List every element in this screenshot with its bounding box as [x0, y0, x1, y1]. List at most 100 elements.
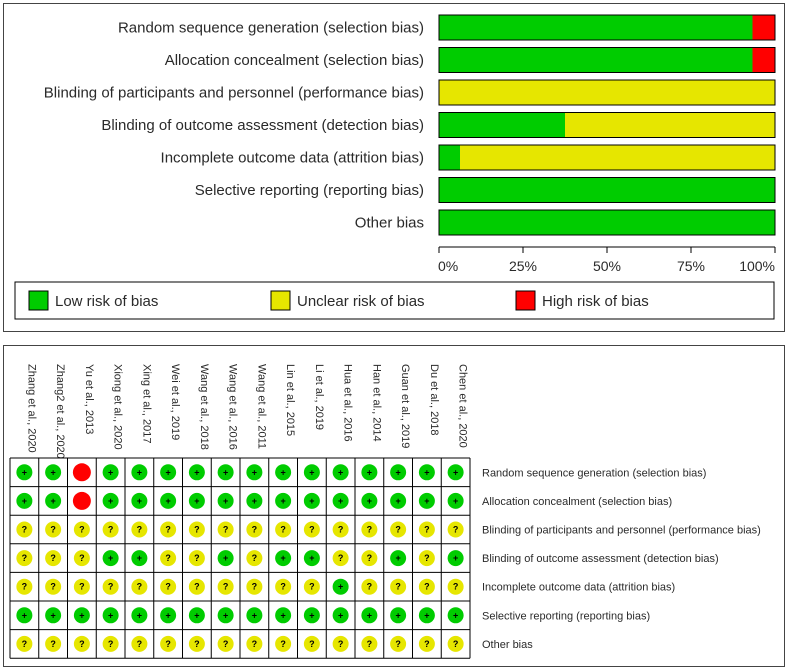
judgement-dot-4-9	[275, 578, 292, 595]
judgement-symbol-1-1: +	[50, 496, 55, 506]
judgement-dot-0-4	[131, 464, 148, 481]
judgement-dot-6-9	[275, 635, 292, 652]
legend-swatch-0	[28, 290, 49, 311]
judgement-dot-1-3	[102, 492, 119, 509]
judgement-dot-0-3	[102, 464, 119, 481]
category-label-6: Other bias	[355, 215, 424, 232]
judgement-dot-4-14	[418, 578, 435, 595]
judgement-dot-1-7	[217, 492, 234, 509]
judgement-symbol-1-12: +	[367, 496, 372, 506]
judgement-symbol-5-5: +	[165, 610, 170, 620]
judgement-dot-3-11	[332, 550, 349, 567]
judgement-dot-3-6	[188, 550, 205, 567]
judgement-symbol-0-8: +	[252, 467, 257, 477]
x-tick-label-2: 50%	[593, 258, 621, 274]
judgement-symbol-3-14: ?	[424, 553, 430, 563]
x-tick-label-3: 75%	[677, 258, 705, 274]
judgement-dot-0-12	[361, 464, 378, 481]
judgement-symbol-2-4: ?	[137, 525, 143, 535]
judgement-dot-0-0	[16, 464, 33, 481]
bar-outline-5	[438, 177, 776, 203]
judgement-symbol-3-13: +	[395, 553, 400, 563]
judgement-dot-3-12	[361, 550, 378, 567]
study-label-15: Chen et al., 2020	[457, 364, 469, 448]
judgement-symbol-3-15: +	[453, 553, 458, 563]
judgement-dot-5-11	[332, 607, 349, 624]
study-label-3: Xiong et al., 2020	[112, 364, 124, 450]
judgement-dot-5-1	[45, 607, 62, 624]
bar-outline-1	[438, 47, 776, 73]
judgement-symbol-1-7: +	[223, 496, 228, 506]
judgement-dot-2-5	[160, 521, 177, 538]
judgement-dot-4-1	[45, 578, 62, 595]
judgement-symbol-2-5: ?	[165, 525, 171, 535]
bar-1-2	[752, 47, 775, 73]
judgement-dot-2-3	[102, 521, 119, 538]
judgement-symbol-3-11: ?	[338, 553, 344, 563]
category-label-2: Blinding of participants and personnel (…	[44, 85, 424, 102]
judgement-dot-6-13	[390, 635, 407, 652]
judgement-symbol-3-6: ?	[194, 553, 200, 563]
judgement-symbol-6-14: ?	[424, 639, 430, 649]
judgement-symbol-6-9: ?	[280, 639, 286, 649]
judgement-dot-5-13	[390, 607, 407, 624]
risk-of-bias-graph: Random sequence generation (selection bi…	[14, 14, 776, 320]
judgement-dot-5-12	[361, 607, 378, 624]
judgement-dot-6-6	[188, 635, 205, 652]
judgement-dot-1-2	[72, 491, 91, 510]
judgement-dot-6-1	[45, 635, 62, 652]
legend-label-1: Unclear risk of bias	[297, 293, 425, 310]
judgement-symbol-5-1: +	[50, 610, 55, 620]
study-label-14: Du et al., 2018	[428, 364, 440, 436]
domain-label-5: Selective reporting (reporting bias)	[482, 610, 650, 622]
judgement-dot-3-13	[390, 550, 407, 567]
judgement-symbol-3-0: ?	[22, 553, 28, 563]
judgement-dot-5-9	[275, 607, 292, 624]
judgement-symbol-0-0: +	[22, 467, 27, 477]
judgement-dot-2-10	[303, 521, 320, 538]
judgement-dot-1-10	[303, 492, 320, 509]
judgement-symbol-1-11: +	[338, 496, 343, 506]
judgement-symbol-3-12: ?	[367, 553, 373, 563]
legend-box	[14, 281, 775, 320]
judgement-symbol-2-13: ?	[395, 525, 401, 535]
judgement-dot-6-3	[102, 635, 119, 652]
judgement-symbol-0-11: +	[338, 467, 343, 477]
x-tick-label-4: 100%	[739, 258, 775, 274]
judgement-symbol-5-7: +	[223, 610, 228, 620]
judgement-symbol-4-1: ?	[50, 582, 56, 592]
judgement-dot-4-10	[303, 578, 320, 595]
judgement-symbol-4-14: ?	[424, 582, 430, 592]
judgement-symbol-4-7: ?	[223, 582, 229, 592]
judgement-dot-2-15	[447, 521, 464, 538]
judgement-dot-4-0	[16, 578, 33, 595]
judgement-symbol-2-8: ?	[252, 525, 258, 535]
judgement-symbol-6-12: ?	[367, 639, 373, 649]
bar-outline-3	[438, 112, 776, 138]
bar-6-0	[439, 210, 775, 235]
judgement-symbol-4-13: ?	[395, 582, 401, 592]
legend-label-0: Low risk of bias	[55, 293, 158, 310]
judgement-dot-4-6	[188, 578, 205, 595]
judgement-dot-0-8	[246, 464, 263, 481]
domain-label-2: Blinding of participants and personnel (…	[482, 525, 761, 537]
legend-swatch-1	[270, 290, 291, 311]
judgement-symbol-2-12: ?	[367, 525, 373, 535]
judgement-symbol-6-5: ?	[165, 639, 171, 649]
legend-swatch-2	[515, 290, 536, 311]
judgement-dot-6-0	[16, 635, 33, 652]
judgement-dot-3-4	[131, 550, 148, 567]
judgement-dot-2-13	[390, 521, 407, 538]
judgement-symbol-4-5: ?	[165, 582, 171, 592]
judgement-symbol-4-10: ?	[309, 582, 315, 592]
judgement-symbol-6-4: ?	[137, 639, 143, 649]
judgement-dot-6-15	[447, 635, 464, 652]
judgement-dot-0-7	[217, 464, 234, 481]
judgement-symbol-6-13: ?	[395, 639, 401, 649]
judgement-symbol-0-6: +	[194, 467, 199, 477]
judgement-symbol-3-1: ?	[50, 553, 56, 563]
judgement-dot-0-15	[447, 464, 464, 481]
judgement-symbol-0-13: +	[395, 467, 400, 477]
judgement-symbol-2-2: ?	[79, 525, 85, 535]
judgement-dot-0-5	[160, 464, 177, 481]
